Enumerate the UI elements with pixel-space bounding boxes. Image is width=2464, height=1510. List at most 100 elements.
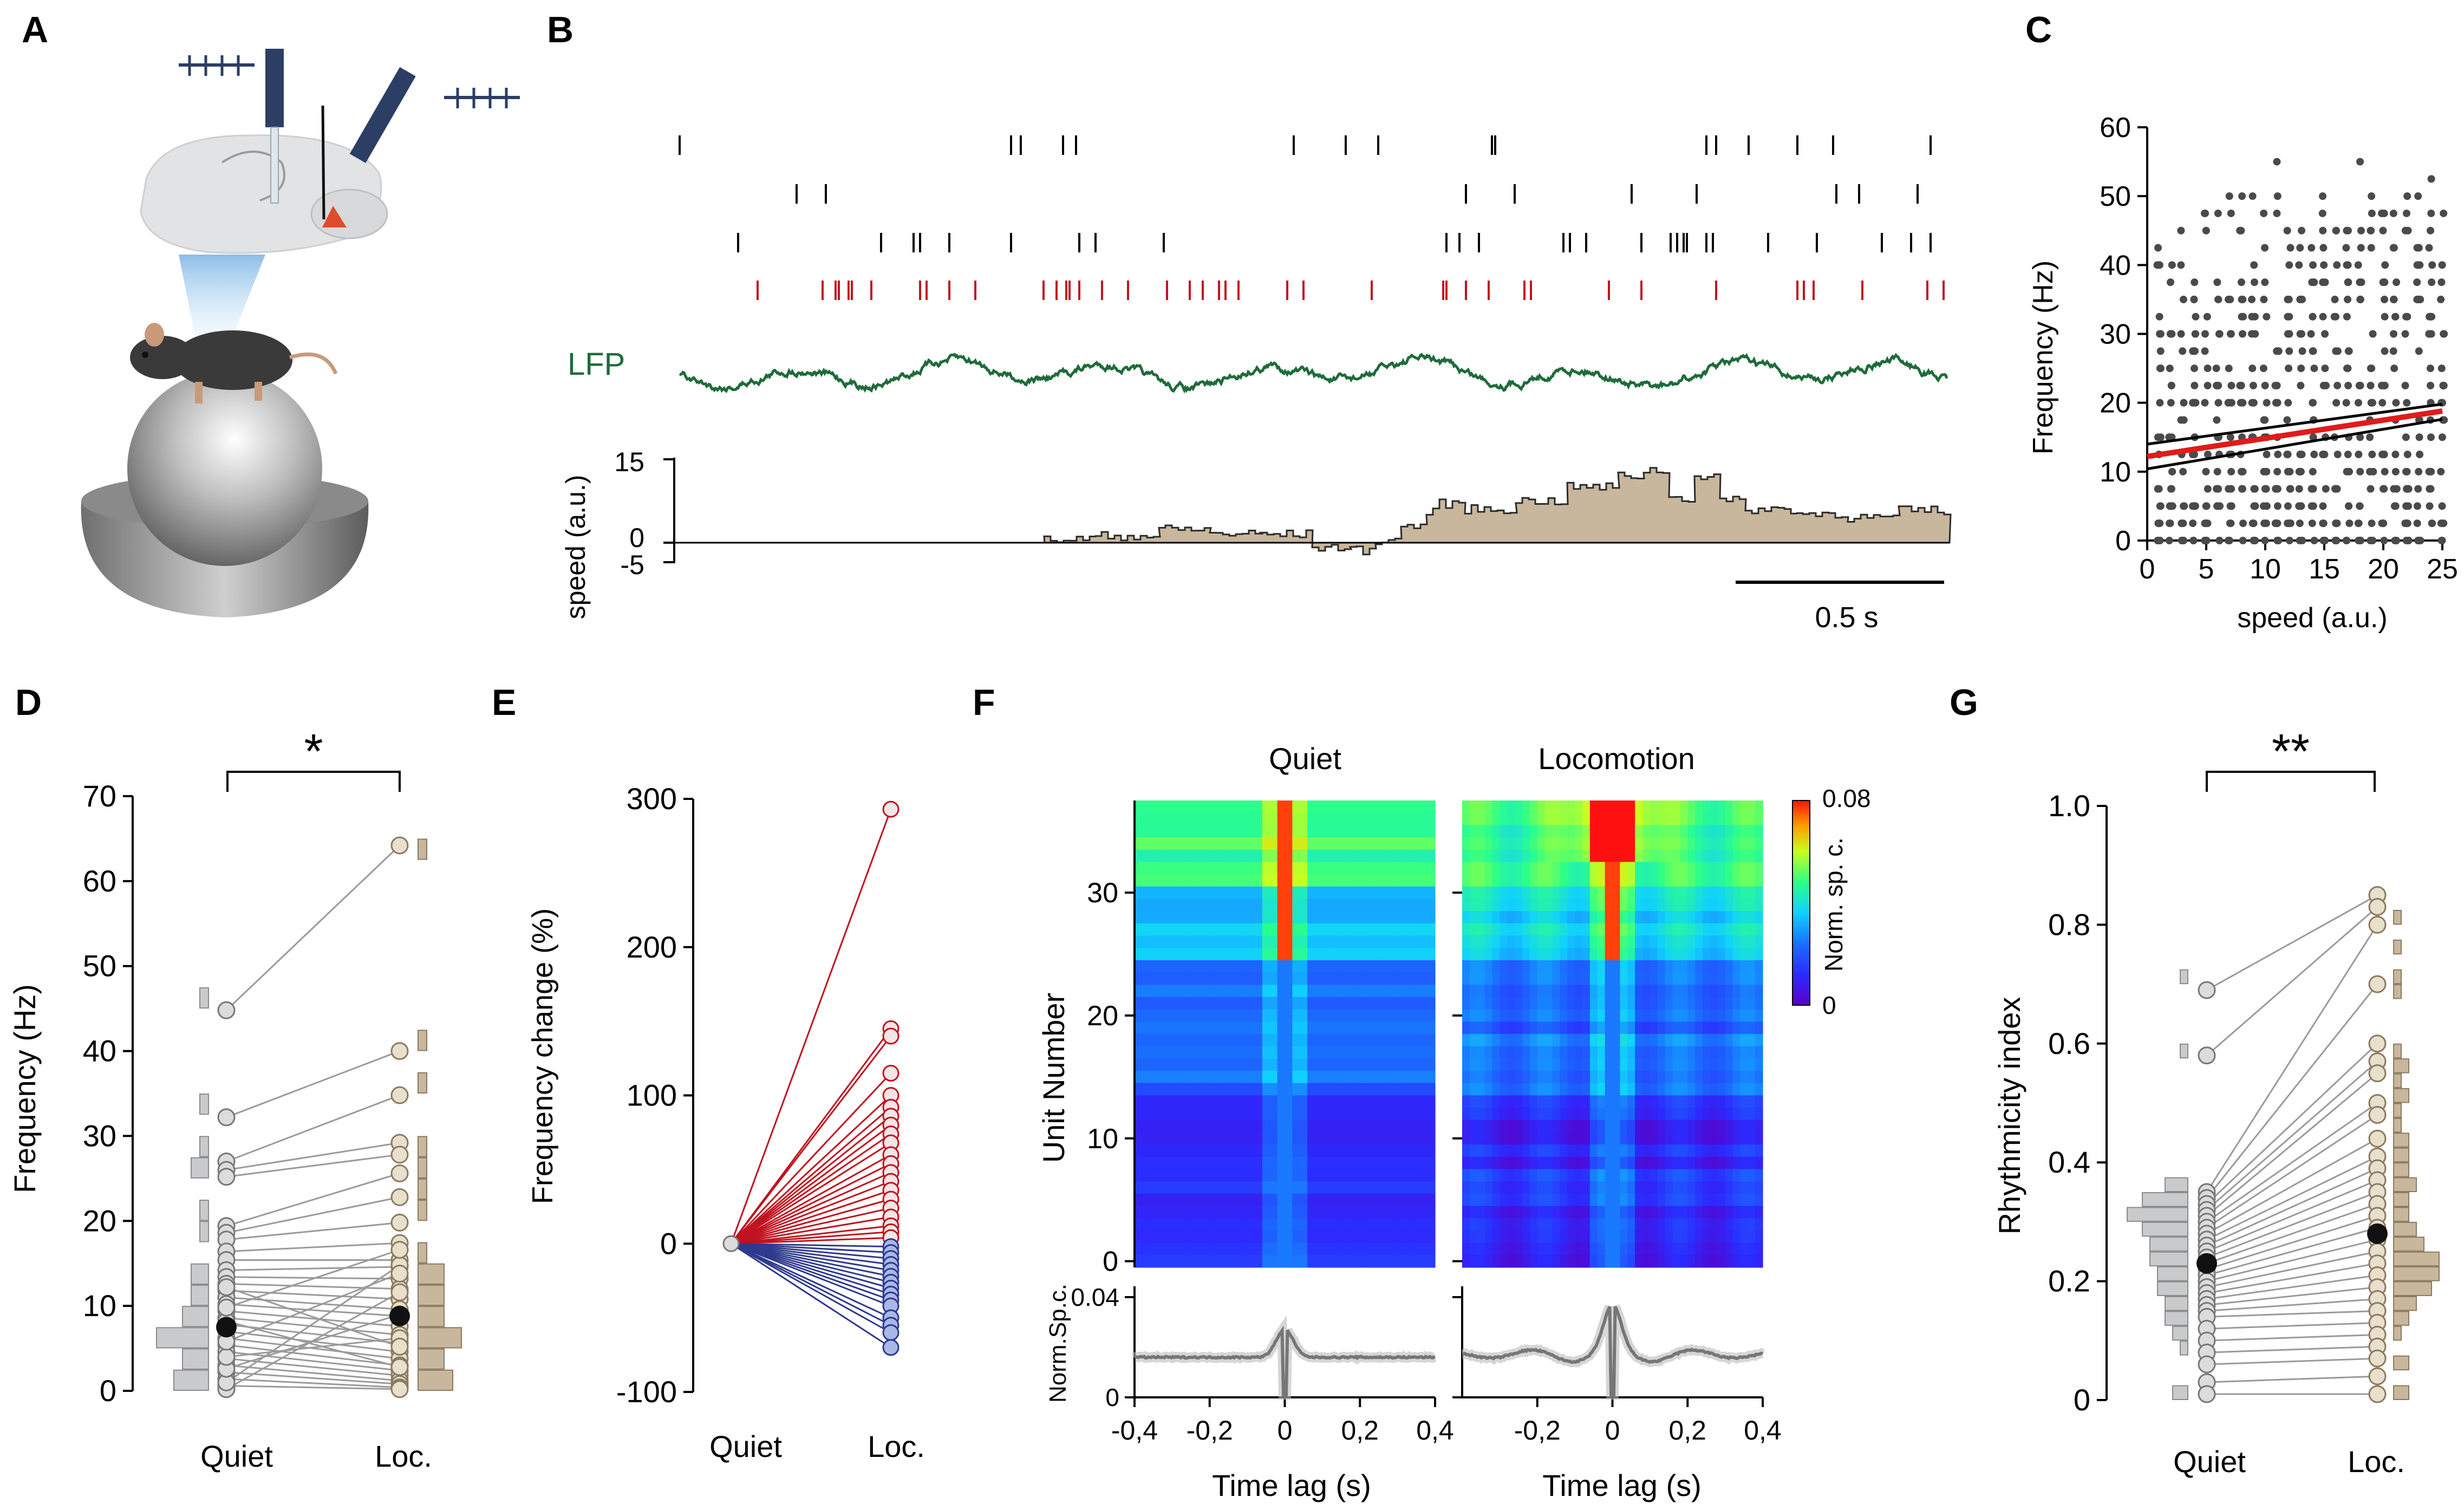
heat-cell bbox=[1172, 1255, 1180, 1268]
heat-cell bbox=[1544, 1046, 1553, 1059]
heat-cell bbox=[1605, 1144, 1613, 1157]
increase-line bbox=[731, 1216, 891, 1245]
heat-cell bbox=[1427, 997, 1436, 1010]
heat-cell bbox=[1687, 1132, 1696, 1145]
heat-cell bbox=[1172, 985, 1180, 998]
heat-cell bbox=[1582, 1034, 1590, 1047]
heat-cell bbox=[1500, 1034, 1508, 1047]
heat-cell bbox=[1650, 948, 1658, 961]
heat-cell bbox=[1292, 1193, 1300, 1207]
heat-cell bbox=[1292, 1230, 1300, 1244]
heat-cell bbox=[1360, 1021, 1368, 1034]
heat-cell bbox=[1537, 800, 1546, 813]
heat-cell bbox=[1172, 899, 1180, 912]
scatter-point bbox=[2390, 502, 2398, 510]
heat-cell bbox=[1269, 1058, 1278, 1071]
heat-cell bbox=[1329, 1108, 1338, 1121]
heat-cell bbox=[1755, 825, 1763, 838]
heat-cell bbox=[1300, 960, 1308, 973]
heat-cell bbox=[1382, 1218, 1391, 1231]
heat-cell bbox=[1544, 985, 1553, 998]
heat-cell bbox=[1390, 1193, 1398, 1207]
heat-cell bbox=[1240, 800, 1248, 813]
heat-cell bbox=[1650, 886, 1658, 900]
pair-line bbox=[226, 1344, 400, 1366]
heat-cell bbox=[1462, 1144, 1470, 1157]
scatter-point bbox=[2284, 502, 2292, 510]
heat-cell bbox=[1657, 972, 1666, 985]
heat-cell bbox=[1672, 849, 1680, 863]
heat-cell bbox=[1469, 812, 1478, 825]
heat-cell bbox=[1612, 837, 1620, 850]
heat-cell bbox=[1537, 1009, 1546, 1022]
heat-cell bbox=[1725, 1169, 1733, 1182]
heat-cell bbox=[1755, 1181, 1763, 1194]
heat-cell bbox=[1224, 1169, 1233, 1182]
hist-bar-loc bbox=[2393, 1311, 2409, 1326]
heat-cell bbox=[1232, 1255, 1240, 1268]
heat-cell bbox=[1300, 1058, 1308, 1071]
heat-cell bbox=[1725, 923, 1733, 936]
heat-cell bbox=[1390, 1021, 1398, 1034]
heat-cell bbox=[1405, 1156, 1413, 1170]
heat-cell bbox=[1142, 886, 1150, 900]
heat-cell bbox=[1164, 1255, 1172, 1268]
heat-cell bbox=[1292, 1071, 1300, 1084]
heat-cell bbox=[1247, 1021, 1255, 1034]
heat-cell bbox=[1544, 849, 1553, 863]
y-tick-label: 40 bbox=[2100, 250, 2131, 281]
heat-cell bbox=[1672, 985, 1680, 998]
heat-cell bbox=[1695, 1058, 1703, 1071]
heat-cell bbox=[1179, 1009, 1188, 1022]
heat-cell bbox=[1269, 862, 1278, 875]
heat-cell bbox=[1492, 800, 1500, 813]
heat-cell bbox=[1755, 1132, 1763, 1145]
heat-cell bbox=[1382, 1034, 1391, 1047]
heat-cell bbox=[1680, 862, 1688, 875]
scatter-point bbox=[2319, 226, 2327, 235]
speed-axis-label: speed (a.u.) bbox=[560, 475, 591, 620]
scatter-point bbox=[2298, 226, 2306, 235]
heat-cell bbox=[1202, 1255, 1210, 1268]
heat-cell bbox=[1650, 1083, 1658, 1096]
heat-cell bbox=[1515, 948, 1523, 961]
heat-cell bbox=[1269, 1095, 1278, 1108]
heat-cell bbox=[1687, 1255, 1696, 1268]
heat-cell bbox=[1710, 825, 1718, 838]
heat-cell bbox=[1307, 800, 1315, 813]
scatter-point bbox=[2357, 244, 2365, 252]
increase-line bbox=[731, 1142, 891, 1245]
heat-cell bbox=[1149, 1120, 1158, 1133]
hist-bar-loc bbox=[418, 1348, 445, 1370]
heat-cell bbox=[1748, 1120, 1756, 1133]
heat-cell bbox=[1537, 1144, 1546, 1157]
heat-cell bbox=[1195, 825, 1203, 838]
heat-cell bbox=[1755, 1058, 1763, 1071]
heat-cell bbox=[1635, 1230, 1643, 1244]
heat-cell bbox=[1732, 1058, 1741, 1071]
heat-cell bbox=[1217, 911, 1226, 924]
heat-cell bbox=[1269, 1046, 1278, 1059]
heat-cell bbox=[1477, 812, 1485, 825]
heat-cell bbox=[1703, 1144, 1711, 1157]
heat-cell bbox=[1725, 849, 1733, 863]
heat-cell bbox=[1552, 1242, 1560, 1255]
heat-cell bbox=[1164, 1156, 1172, 1170]
heat-cell bbox=[1202, 1230, 1210, 1244]
heat-cell bbox=[1589, 1193, 1598, 1207]
heat-cell bbox=[1627, 1169, 1635, 1182]
heat-cell bbox=[1164, 1181, 1172, 1194]
heat-cell bbox=[1515, 960, 1523, 973]
heat-cell bbox=[1695, 1009, 1703, 1022]
heat-cell bbox=[1187, 1034, 1195, 1047]
heat-cell bbox=[1597, 1046, 1606, 1059]
heat-cell bbox=[1240, 997, 1248, 1010]
scatter-point bbox=[2167, 330, 2175, 338]
panel-g-cat-quiet: Quiet bbox=[2173, 1444, 2246, 1479]
heat-cell bbox=[1665, 1181, 1673, 1194]
y-tick-label: 60 bbox=[2100, 112, 2131, 144]
heat-cell bbox=[1529, 1021, 1538, 1034]
heat-cell bbox=[1240, 1021, 1248, 1034]
heat-cell bbox=[1703, 849, 1711, 863]
